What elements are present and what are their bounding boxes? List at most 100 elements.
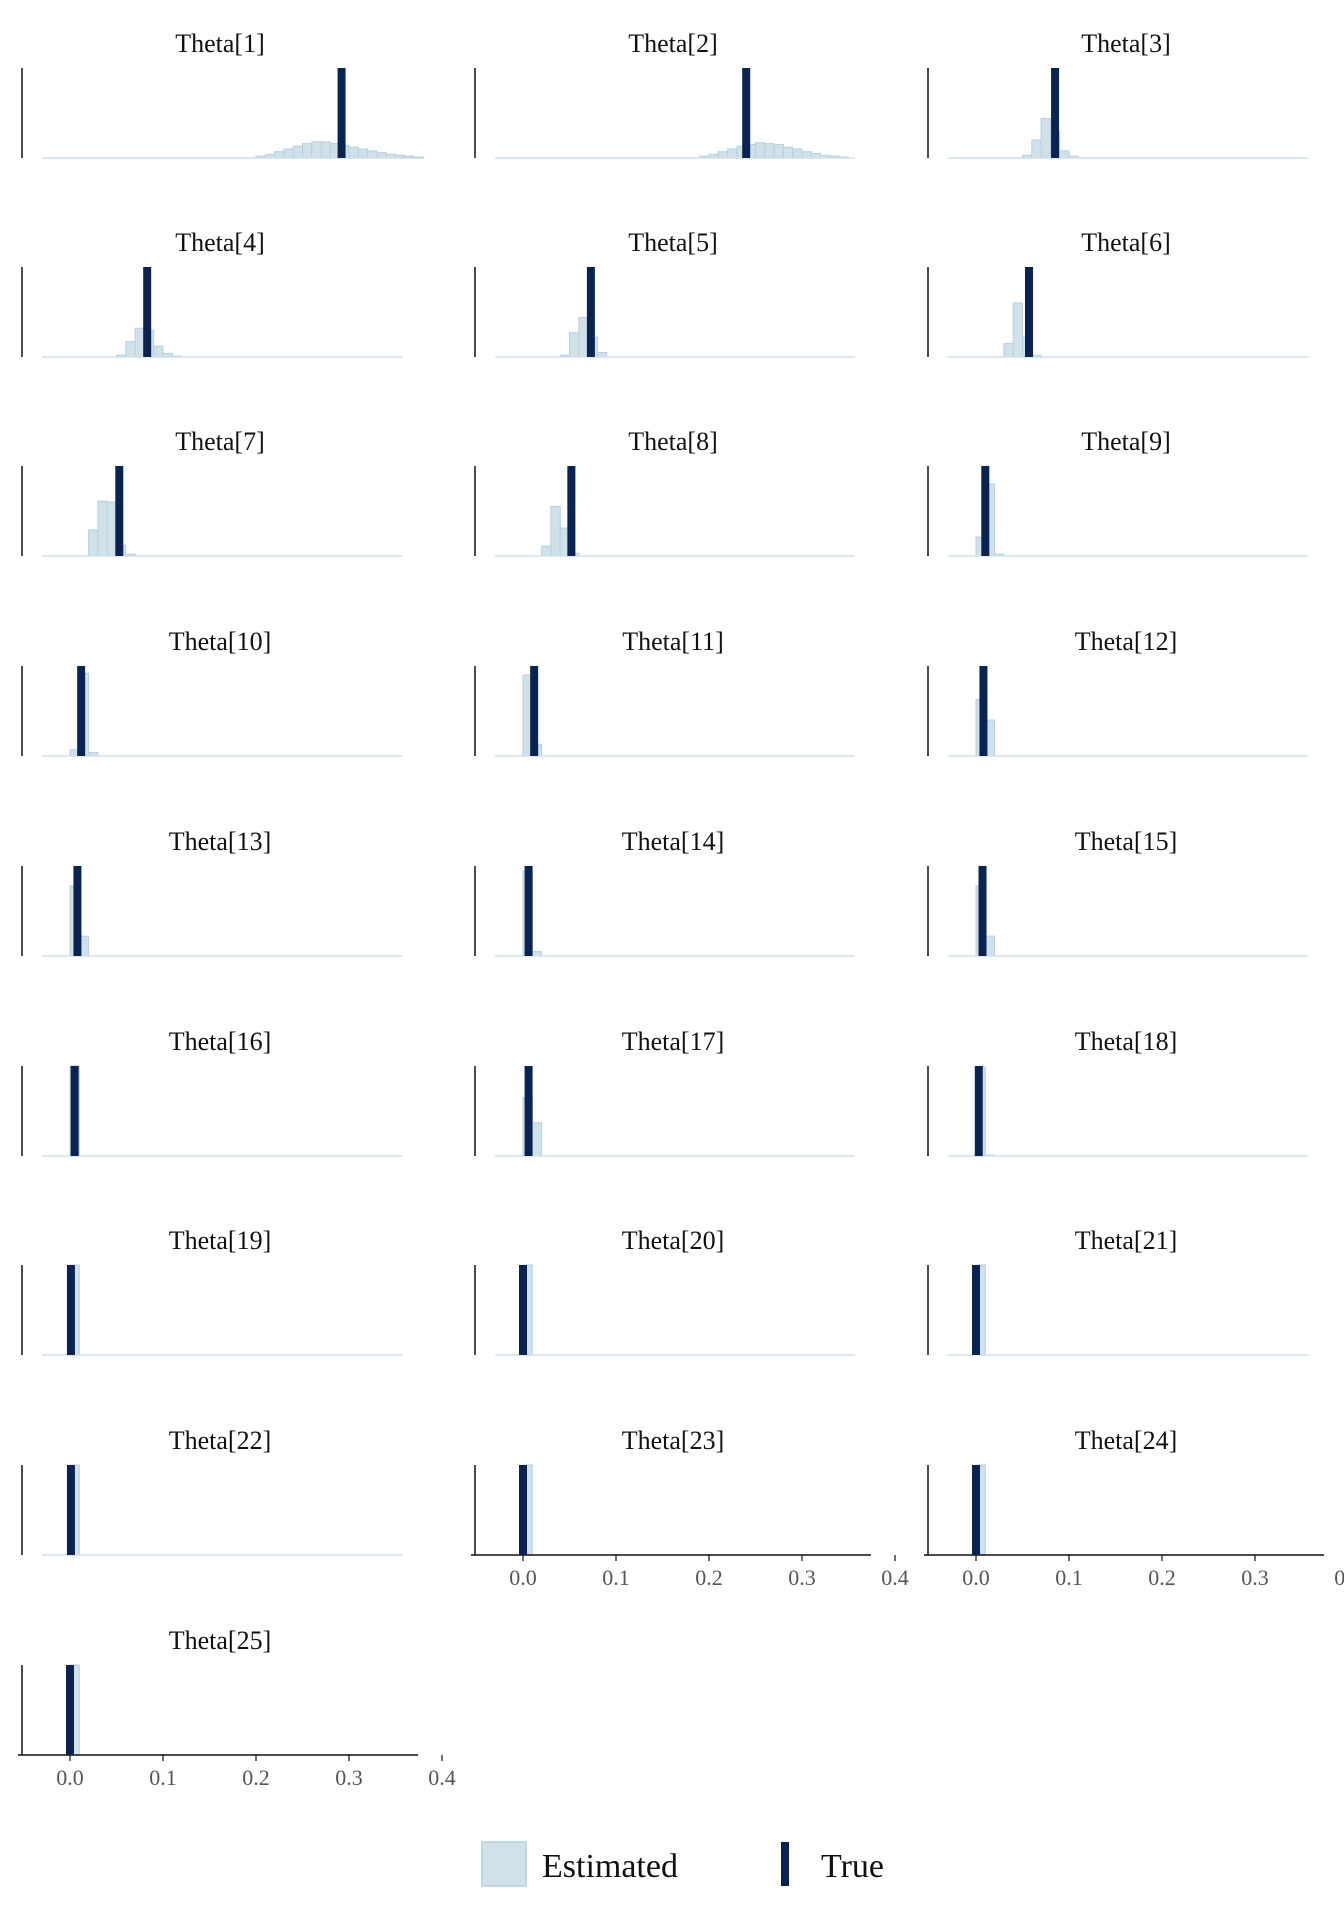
panel: Theta[21] (927, 1226, 1308, 1356)
panel-title: Theta[11] (622, 627, 724, 656)
histogram-bar (367, 150, 378, 159)
histogram-bar (773, 144, 784, 159)
x-tick-label: 0.3 (788, 1565, 816, 1590)
histogram-bar (764, 143, 775, 159)
true-value-line (1051, 68, 1060, 158)
panel-title: Theta[17] (622, 1027, 725, 1056)
panel: Theta[12] (927, 627, 1308, 757)
true-value-line (978, 866, 987, 956)
panel: Theta[3] (927, 29, 1308, 159)
histogram-bar (782, 146, 794, 159)
histogram-bar (106, 501, 117, 557)
panel: Theta[2] (474, 29, 855, 159)
x-tick-label: 0.4 (881, 1565, 909, 1590)
histogram-bar (531, 1122, 543, 1157)
true-value-line (519, 1465, 527, 1555)
true-value-line (742, 68, 751, 158)
panel: Theta[23] 0.0 0.1 0.2 0.3 0.4 (471, 1426, 909, 1590)
histogram-bar (541, 545, 552, 557)
histogram-bar (413, 156, 424, 159)
histogram-bar (283, 148, 294, 159)
panel-title: Theta[18] (1075, 1027, 1178, 1056)
panel-title: Theta[4] (175, 228, 265, 257)
panel: Theta[14] (474, 827, 855, 957)
panel-title: Theta[8] (628, 427, 718, 456)
panel-title: Theta[6] (1081, 228, 1171, 257)
legend-true-swatch (781, 1842, 789, 1886)
legend-estimated-label: Estimated (542, 1848, 678, 1885)
panel: Theta[19] (21, 1226, 402, 1356)
panel-title: Theta[9] (1081, 427, 1171, 456)
x-tick-label: 0.2 (242, 1765, 270, 1790)
legend-estimated-swatch (481, 1841, 527, 1887)
panel: Theta[5] (474, 228, 855, 358)
true-value-line (979, 666, 988, 756)
panel: Theta[15] (927, 827, 1308, 957)
true-value-line (66, 1465, 75, 1555)
panel-title: Theta[24] (1075, 1426, 1178, 1455)
x-tick-label: 0.1 (602, 1565, 630, 1590)
true-value-line (981, 466, 990, 556)
true-value-line (974, 1066, 983, 1156)
x-tick-label: 0.3 (335, 1765, 363, 1790)
x-tick-label: 0.0 (56, 1765, 84, 1790)
panel: Theta[17] (474, 1027, 855, 1157)
panel: Theta[22] (21, 1426, 402, 1556)
panel-title: Theta[23] (622, 1426, 725, 1455)
panel-title: Theta[10] (169, 627, 272, 656)
true-value-line (586, 267, 595, 357)
panel: Theta[8] (474, 427, 855, 557)
histogram-bar (984, 935, 996, 957)
panel-title: Theta[22] (169, 1426, 272, 1455)
panel-title: Theta[5] (628, 228, 718, 257)
panel-title: Theta[12] (1075, 627, 1178, 656)
panel: Theta[6] (927, 228, 1308, 358)
panel: Theta[9] (927, 427, 1308, 557)
panel-title: Theta[13] (169, 827, 272, 856)
histogram-bar (569, 332, 580, 358)
panel-title: Theta[21] (1075, 1226, 1178, 1255)
panel-title: Theta[2] (628, 29, 718, 58)
panel-title: Theta[1] (175, 29, 265, 58)
panels-layer: Theta[1] Theta[2] Theta[3] Theta[4] Theta[5]… (18, 29, 1344, 1790)
histogram-bar (1040, 117, 1051, 159)
x-tick-label: 0.2 (695, 1565, 723, 1590)
panel: Theta[10] (21, 627, 402, 757)
histogram-bar (1031, 139, 1042, 159)
histogram-bar (717, 151, 729, 159)
legend: Estimated True (481, 1841, 884, 1887)
true-value-line (143, 267, 152, 357)
histogram-bar (578, 316, 589, 358)
panel: Theta[1] (21, 29, 424, 159)
histogram-bar (125, 341, 136, 358)
panel: Theta[11] (474, 627, 855, 757)
legend-true-label: True (821, 1848, 884, 1885)
true-value-line (66, 1265, 75, 1355)
x-tick-label: 0.4 (1334, 1565, 1344, 1590)
true-value-line (972, 1265, 980, 1355)
x-tick-label: 0.4 (428, 1765, 456, 1790)
histogram-bar (727, 148, 738, 159)
x-tick-label: 0.1 (149, 1765, 177, 1790)
panel: Theta[16] (21, 1027, 402, 1157)
x-tick-label: 0.0 (509, 1565, 537, 1590)
x-tick-label: 0.2 (1148, 1565, 1176, 1590)
histogram-bar (404, 155, 415, 159)
panel-title: Theta[15] (1075, 827, 1178, 856)
histogram-bar (357, 148, 369, 159)
histogram-bar (792, 148, 803, 159)
x-tick-label: 0.0 (962, 1565, 990, 1590)
true-value-line (115, 466, 124, 556)
true-value-line (70, 1066, 79, 1156)
histogram-bar (320, 141, 331, 159)
histogram-bar (801, 151, 812, 159)
true-value-line (519, 1265, 527, 1355)
true-value-line (73, 866, 82, 956)
histogram-bar (97, 500, 108, 557)
true-value-line (337, 68, 346, 158)
histogram-bar (1012, 302, 1023, 358)
histogram-bar (755, 142, 766, 159)
histogram-bar (274, 151, 285, 159)
histogram-bar (376, 152, 387, 159)
